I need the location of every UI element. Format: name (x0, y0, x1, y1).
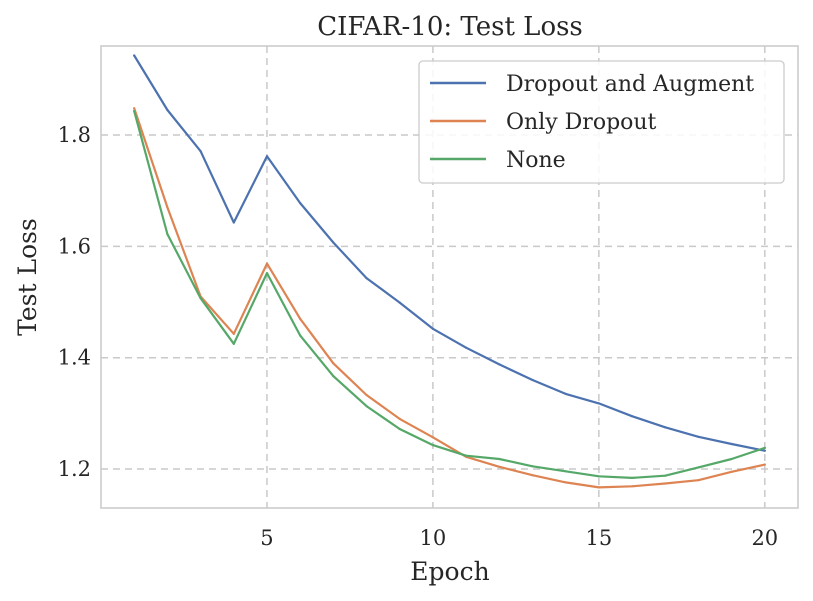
data-point (564, 392, 567, 395)
data-point (398, 301, 401, 304)
data-point (365, 393, 368, 397)
data-point (232, 221, 235, 224)
data-point (265, 262, 269, 265)
data-point (299, 201, 302, 205)
data-point (465, 454, 468, 457)
x-tick-label: 5 (260, 526, 273, 550)
data-point (332, 362, 335, 365)
data-point (265, 272, 269, 275)
data-point (630, 415, 634, 418)
data-point (431, 436, 434, 439)
series-line-0 (133, 54, 766, 452)
data-point (498, 363, 501, 366)
tick-labels: 5 10 15 20 1.2 1.4 1.6 1.8 (58, 123, 779, 550)
data-point (332, 375, 335, 378)
data-point (133, 107, 136, 110)
y-axis-label: Test Loss (13, 218, 42, 336)
legend-label: Dropout and Augment (506, 72, 754, 97)
data-point (531, 474, 534, 477)
data-point (265, 155, 269, 158)
data-point (564, 470, 567, 473)
legend-label: None (506, 148, 566, 173)
data-point (398, 427, 401, 431)
data-point (299, 334, 302, 337)
x-axis-label: Epoch (410, 557, 489, 586)
data-point (597, 486, 601, 489)
data-point (166, 233, 169, 236)
y-tick-label: 1.8 (58, 123, 91, 147)
data-point (133, 54, 136, 57)
data-point (630, 476, 634, 479)
data-point (166, 206, 169, 209)
data-point (498, 457, 501, 461)
data-point (630, 485, 634, 488)
data-point (763, 446, 766, 449)
x-tick-label: 20 (751, 526, 778, 550)
data-point (199, 297, 202, 300)
y-tick-label: 1.2 (58, 457, 91, 481)
legend-label: Only Dropout (506, 110, 657, 135)
series-line-1 (133, 107, 766, 489)
data-point (730, 470, 733, 473)
data-point (365, 277, 368, 280)
data-point (232, 332, 235, 335)
y-tick-label: 1.4 (58, 346, 91, 370)
data-point (133, 110, 136, 113)
data-point (763, 463, 766, 466)
plot-frame (100, 45, 799, 509)
chart-title: CIFAR-10: Test Loss (317, 12, 583, 42)
data-point (299, 317, 302, 320)
data-point (365, 405, 368, 408)
x-tick-label: 15 (585, 526, 612, 550)
data-point (232, 342, 235, 345)
data-point (431, 327, 434, 330)
series-lines (133, 54, 766, 489)
data-point (166, 108, 169, 112)
data-point (531, 378, 534, 382)
data-point (398, 417, 401, 420)
data-point (664, 482, 667, 485)
data-point (730, 457, 733, 461)
legend-box (418, 60, 785, 184)
y-tick-label: 1.6 (58, 234, 91, 258)
data-point (763, 449, 766, 452)
legend: Dropout and Augment Only Dropout None (418, 60, 785, 184)
data-point (664, 426, 667, 429)
data-point (597, 402, 601, 405)
data-point (465, 346, 468, 349)
data-point (697, 435, 700, 438)
data-point (697, 479, 700, 482)
data-point (332, 241, 335, 244)
data-point (199, 150, 202, 153)
data-point (431, 444, 434, 447)
series-line-2 (133, 109, 766, 479)
data-point (664, 474, 667, 477)
data-point (531, 465, 534, 468)
data-point (498, 465, 501, 468)
data-point (564, 481, 567, 484)
data-point (697, 466, 700, 469)
data-point (597, 475, 601, 478)
data-point (730, 442, 733, 446)
x-tick-label: 10 (420, 526, 447, 550)
